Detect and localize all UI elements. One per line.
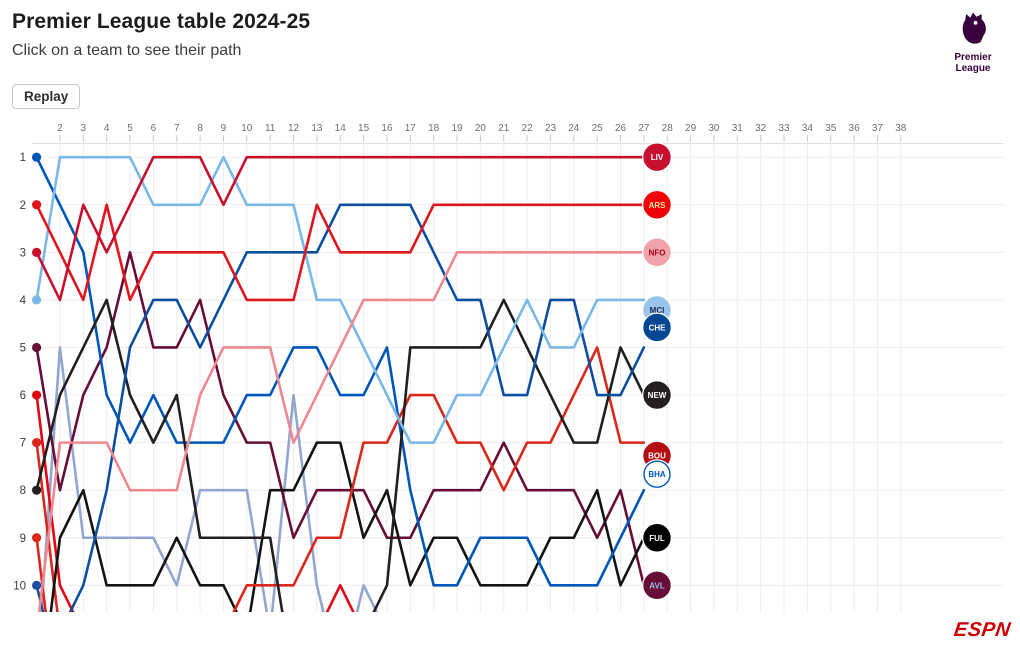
x-axis-week-label: 17	[405, 123, 417, 134]
header: Premier League table 2024-25 Click on a …	[12, 10, 310, 60]
x-axis-week-label: 2	[57, 123, 63, 134]
team-badge-label: AVL	[649, 581, 665, 590]
team-line-new[interactable]	[35, 298, 646, 650]
x-axis-week-label: 29	[685, 123, 697, 134]
x-axis-week-label: 37	[872, 123, 884, 134]
y-axis-position-label: 6	[20, 390, 26, 402]
team-line-liv[interactable]	[35, 155, 646, 302]
page-title: Premier League table 2024-25	[12, 10, 311, 33]
team-badge-label: FUL	[649, 534, 665, 543]
team-line-nfo[interactable]	[37, 251, 646, 633]
y-axis-position-label: 7	[20, 438, 26, 450]
start-dot-lei	[31, 580, 42, 590]
x-axis-week-label: 19	[451, 123, 463, 134]
x-axis-week-label: 15	[358, 123, 370, 134]
x-axis-week-label: 34	[802, 123, 814, 134]
premier-league-logo: Premier League	[940, 8, 1006, 75]
page-subtitle: Click on a team to see their path	[12, 42, 242, 59]
x-axis-week-label: 21	[498, 123, 510, 134]
y-axis-position-label: 5	[20, 342, 26, 354]
team-line-tot[interactable]	[37, 346, 644, 650]
x-axis-week-label: 11	[265, 123, 276, 134]
x-axis-week-label: 32	[755, 123, 767, 134]
start-dot-liv	[31, 247, 42, 257]
x-axis-week-label: 14	[335, 123, 347, 134]
x-axis-week-label: 26	[615, 123, 627, 134]
x-axis-week-label: 35	[825, 123, 837, 134]
x-axis-week-label: 10	[241, 123, 253, 134]
team-badge-che[interactable]: CHE	[642, 312, 672, 343]
y-axis-position-label: 2	[20, 200, 26, 212]
start-dot-avl	[31, 342, 42, 353]
x-axis-week-label: 22	[522, 123, 534, 134]
team-line-mci[interactable]	[35, 155, 646, 444]
x-axis-week-label: 23	[545, 123, 557, 134]
team-badge-label: ARS	[649, 201, 667, 210]
x-axis-week-label: 12	[288, 123, 300, 134]
x-axis-week-label: 18	[428, 123, 440, 134]
start-dot-mun	[31, 438, 42, 448]
x-axis-week-label: 20	[475, 123, 487, 134]
team-badge-label: MCI	[650, 306, 665, 315]
y-axis-position-label: 4	[20, 295, 27, 307]
x-axis-week-label: 9	[221, 123, 227, 134]
team-badge-liv[interactable]: LIV	[642, 142, 672, 173]
team-line-ful[interactable]	[37, 441, 646, 650]
team-line-bre[interactable]	[35, 393, 644, 650]
x-axis-week-label: 33	[778, 123, 790, 134]
start-dot-mci	[31, 295, 42, 305]
x-axis-week-label: 5	[127, 123, 133, 134]
plot-area	[31, 152, 646, 650]
team-badge-ars[interactable]: ARS	[642, 189, 672, 220]
team-badge-label: CHE	[649, 323, 667, 332]
x-axis-week-label: 31	[732, 123, 744, 134]
team-badge-label: NEW	[648, 391, 667, 400]
y-axis-position-label: 10	[13, 580, 26, 592]
y-axis-position-label: 1	[20, 152, 26, 164]
x-axis-week-label: 13	[311, 123, 323, 134]
team-badge-nfo[interactable]: NFO	[642, 237, 672, 268]
x-axis-week-label: 4	[104, 123, 110, 134]
start-dot-bha	[31, 152, 42, 162]
start-dot-bou	[31, 533, 42, 543]
x-axis-week-label: 3	[81, 123, 87, 134]
premier-league-logo-text-line1: Premier	[954, 52, 992, 63]
team-line-bou[interactable]	[35, 346, 646, 650]
x-axis-week-label: 36	[849, 123, 861, 134]
premier-league-logo-text-line2: League	[955, 62, 991, 74]
team-badge-new[interactable]: NEW	[642, 380, 672, 411]
team-badge-label: BOU	[648, 452, 666, 461]
replay-button[interactable]: Replay	[12, 84, 81, 109]
x-axis-week-label: 7	[174, 123, 180, 134]
x-axis-week-label: 24	[568, 123, 580, 134]
team-badge-bha[interactable]: BHA	[642, 459, 672, 490]
espn-logo: ESPN	[952, 619, 1012, 641]
x-axis-week-label: 25	[592, 123, 604, 134]
start-dot-bre	[31, 390, 42, 400]
y-axis-position-label: 9	[20, 533, 26, 545]
x-axis-week-label: 8	[197, 123, 203, 134]
x-axis-week-label: 28	[662, 123, 674, 134]
team-badge-ful[interactable]: FUL	[642, 522, 672, 553]
x-axis-week-label: 6	[151, 123, 157, 134]
x-axis-week-label: 27	[638, 123, 650, 134]
start-dot-new	[31, 485, 42, 495]
x-axis-week-label: 38	[895, 123, 907, 134]
team-line-ars[interactable]	[35, 203, 646, 302]
y-axis-position-label: 8	[20, 485, 26, 497]
team-badge-label: NFO	[649, 248, 666, 257]
team-badge-avl[interactable]: AVL	[642, 570, 672, 601]
team-badge-label: BHA	[648, 470, 666, 479]
premier-league-lion-icon	[962, 12, 986, 44]
team-line-bha[interactable]	[35, 155, 646, 587]
team-badge-label: LIV	[651, 153, 664, 162]
x-axis-week-label: 30	[708, 123, 720, 134]
x-axis-week-label: 16	[381, 123, 393, 134]
y-axis-position-label: 3	[20, 247, 26, 259]
start-dot-ars	[31, 200, 42, 210]
